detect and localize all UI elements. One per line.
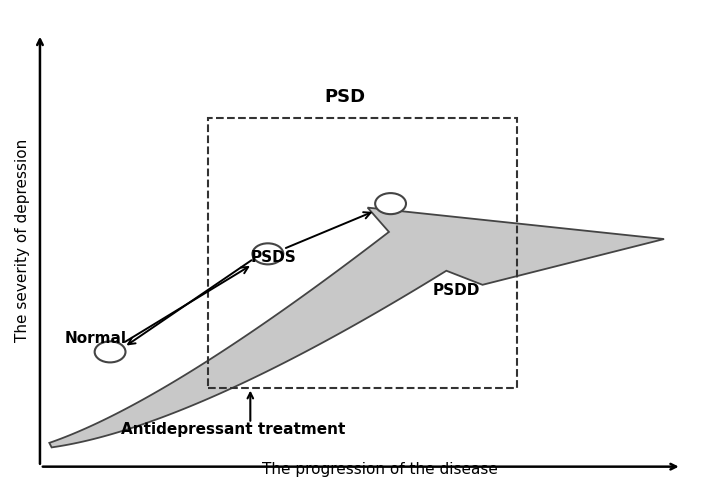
Text: PSDS: PSDS [251, 249, 296, 264]
Circle shape [375, 194, 406, 215]
Circle shape [94, 342, 125, 363]
Polygon shape [49, 208, 664, 447]
Text: Normal: Normal [65, 330, 127, 345]
Circle shape [253, 244, 283, 265]
Bar [208, 118, 517, 388]
Text: Antidepressant treatment: Antidepressant treatment [120, 420, 345, 436]
Text: PSDD: PSDD [433, 283, 480, 298]
Text: The progression of the disease: The progression of the disease [262, 461, 498, 476]
Text: PSD: PSD [325, 88, 365, 106]
Text: The severity of depression: The severity of depression [15, 139, 30, 341]
